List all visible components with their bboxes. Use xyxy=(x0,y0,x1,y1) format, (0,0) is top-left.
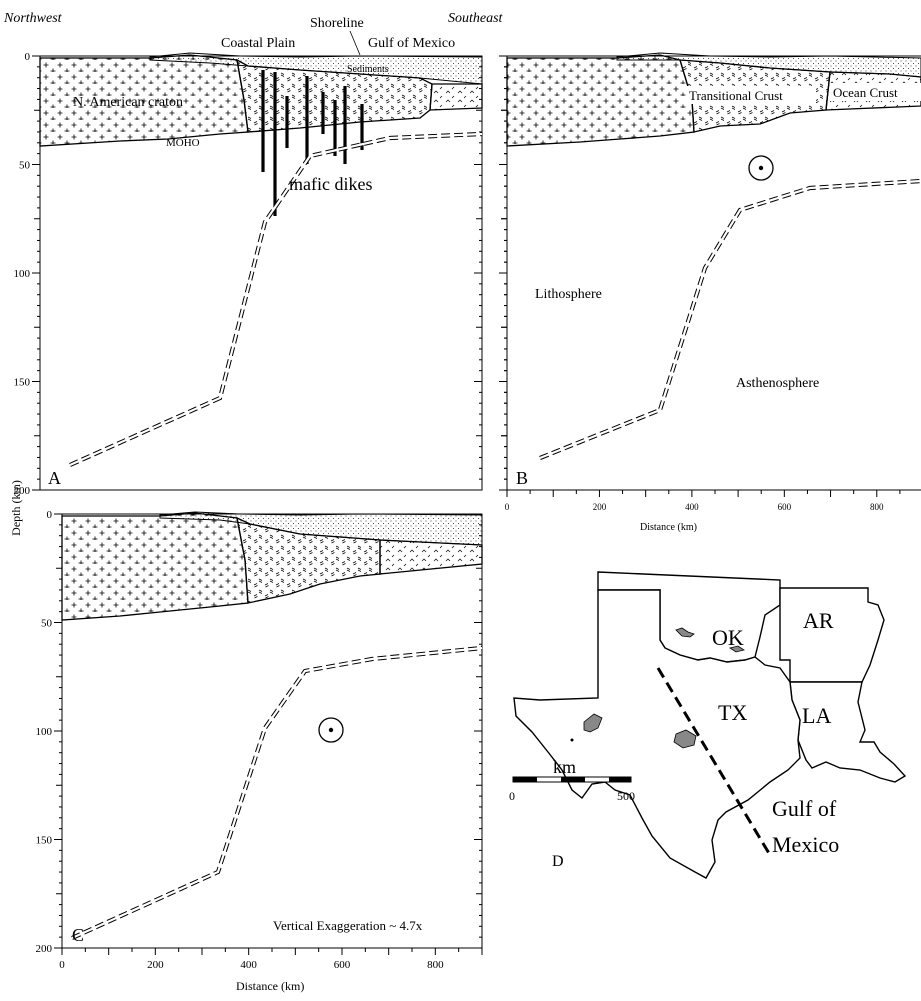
b-lithosphere-label: Lithosphere xyxy=(535,287,602,302)
map-label-ar: AR xyxy=(803,608,834,633)
c-transitional-crust xyxy=(236,516,381,604)
y-tick-label-a: 150 xyxy=(14,377,31,389)
a-craton-label: N. American craton xyxy=(73,95,183,110)
map-arkansas xyxy=(779,587,885,683)
map-louisiana xyxy=(789,681,907,783)
axis-ticks: 0 50 100 150 200 0 50 100 150 200 0 200 400 600 800 0 20… xyxy=(14,51,901,971)
map-panel-letter: D xyxy=(552,853,564,870)
shoreline-label: Shoreline xyxy=(310,16,364,31)
y-tick-label-c: 50 xyxy=(41,618,53,630)
x-tick-label-c: 200 xyxy=(147,959,164,971)
map-scale-bar: km 0 500 xyxy=(509,757,635,803)
c-ocean-crust xyxy=(379,539,483,575)
b-craton-block xyxy=(506,54,695,147)
y-axis-title: Depth (km) xyxy=(9,480,23,536)
map-label-tx: TX xyxy=(718,700,747,725)
x-tick-label-b: 400 xyxy=(685,502,699,512)
b-transitional-label: Transitional Crust xyxy=(689,88,783,103)
x-tick-label-b: 0 xyxy=(505,502,510,512)
scale-unit-label: km xyxy=(553,757,576,777)
b-x-axis-title: Distance (km) xyxy=(640,522,697,533)
y-tick-label-c: 100 xyxy=(36,726,53,738)
x-tick-label-c: 600 xyxy=(334,959,351,971)
c-panel-letter: C xyxy=(72,925,84,945)
b-ocean-label: Ocean Crust xyxy=(833,85,898,100)
map-label-la: LA xyxy=(802,703,831,728)
map-igneous-west-tx xyxy=(583,713,603,733)
x-tick-label-c: 0 xyxy=(59,959,65,971)
a-ocean-crust xyxy=(429,83,483,111)
y-tick-label-a: 50 xyxy=(19,160,31,172)
c-craton-block xyxy=(61,512,249,621)
map-igneous-central-tx xyxy=(673,729,697,749)
coastal-plain-label: Coastal Plain xyxy=(221,36,295,51)
b-panel-letter: B xyxy=(516,468,528,488)
y-tick-label-c: 150 xyxy=(36,835,53,847)
panel-d-map: OK AR TX LA Gulf of Mexico D km 0 500 xyxy=(509,571,907,879)
a-mafic-dikes-label: mafic dikes xyxy=(289,174,372,194)
b-lab-boundary xyxy=(539,178,921,460)
a-mafic-dikes xyxy=(261,70,364,216)
shoreline-leader-line xyxy=(349,30,361,56)
x-tick-label-c: 400 xyxy=(240,959,257,971)
y-tick-label-a: 200 xyxy=(14,485,31,497)
y-tick-label-a: 0 xyxy=(25,51,31,63)
panel-c: Vertical Exaggeration ~ 4.7x C Distance … xyxy=(61,511,483,993)
b-asthenosphere-label: Asthenosphere xyxy=(736,376,819,391)
c-x-axis-title: Distance (km) xyxy=(236,979,304,993)
map-label-ok: OK xyxy=(712,625,744,650)
map-igneous-ok-1 xyxy=(675,627,695,638)
map-profile-line xyxy=(656,667,772,856)
y-tick-label-c: 0 xyxy=(47,509,53,521)
x-tick-label-b: 200 xyxy=(593,502,607,512)
x-tick-label-b: 800 xyxy=(870,502,884,512)
northwest-label: Northwest xyxy=(3,11,63,26)
x-tick-label-b: 600 xyxy=(778,502,792,512)
map-label-gulf-1: Gulf of xyxy=(772,796,837,821)
y-tick-label-a: 100 xyxy=(14,268,31,280)
scale-max-label: 500 xyxy=(617,789,635,803)
panel-a: N. American craton Sediments MOHO mafic … xyxy=(39,52,483,491)
a-sediments-label: Sediments xyxy=(347,64,389,75)
gulf-of-mexico-label: Gulf of Mexico xyxy=(368,36,455,51)
scale-min-label: 0 xyxy=(509,789,515,803)
c-lab-boundary xyxy=(71,645,483,940)
map-label-gulf-2: Mexico xyxy=(772,832,839,857)
a-panel-letter: A xyxy=(48,468,61,488)
a-moho-label: MOHO xyxy=(166,137,200,149)
y-tick-label-c: 200 xyxy=(36,943,53,955)
map-igneous-dot xyxy=(570,738,574,742)
panel-b: Transitional Crust Ocean Crust Lithosphe… xyxy=(506,52,921,533)
c-exaggeration-label: Vertical Exaggeration ~ 4.7x xyxy=(273,918,423,933)
x-tick-label-c: 800 xyxy=(427,959,444,971)
map-igneous-ok-2 xyxy=(729,645,745,653)
southeast-label: Southeast xyxy=(448,11,504,26)
map-texas xyxy=(513,589,801,879)
